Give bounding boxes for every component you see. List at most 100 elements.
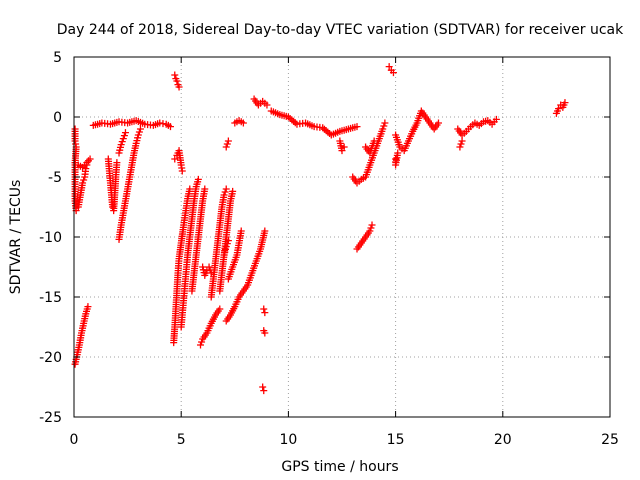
data-point [118, 138, 126, 146]
data-point [205, 263, 213, 271]
data-point [456, 143, 464, 151]
data-point [389, 69, 397, 77]
data-point [186, 185, 194, 193]
series-pass-s [222, 137, 232, 151]
series-pass-aa [336, 137, 348, 155]
y-tick-label: -15 [39, 290, 62, 306]
data-point [223, 140, 231, 148]
y-tick-label: 0 [53, 110, 62, 126]
series-pass-b [71, 155, 94, 171]
data-point [134, 131, 142, 139]
series-pass-u [231, 117, 247, 127]
data-point [261, 329, 269, 337]
data-point [224, 137, 232, 145]
data-point [171, 71, 179, 79]
x-axis-label: GPS time / hours [281, 459, 398, 475]
data-point [385, 63, 393, 71]
series-pass-e [104, 155, 121, 215]
data-point [79, 179, 87, 187]
x-tick-label: 25 [601, 432, 619, 448]
data-point [366, 227, 374, 235]
data-point [224, 237, 232, 245]
series-pass-ai [456, 137, 466, 151]
series-pass-g [115, 129, 129, 157]
data-point [121, 129, 129, 137]
series-pass-v [250, 95, 271, 109]
y-tick-label: -5 [48, 170, 62, 186]
data-point [381, 119, 389, 127]
y-tick-label: 5 [53, 50, 62, 66]
series-pass-ac [353, 221, 376, 253]
data-point [353, 123, 361, 131]
series-pass-k [177, 175, 202, 331]
series-pass-x [260, 327, 269, 337]
series-pass-ad [385, 63, 397, 77]
data-point [86, 155, 94, 163]
series-pass-z [267, 107, 361, 139]
data-point [367, 224, 375, 232]
data-point [368, 221, 376, 229]
series-pass-ag [392, 149, 402, 169]
series-pass-q [222, 227, 269, 325]
data-point [216, 305, 224, 313]
data-point [201, 185, 209, 193]
x-tick-label: 5 [177, 432, 186, 448]
data-marks [71, 63, 569, 395]
data-point [166, 123, 174, 131]
y-tick-label: -20 [39, 350, 62, 366]
series-pass-ah [454, 115, 500, 139]
x-tick-label: 20 [494, 432, 512, 448]
series-pass-l [188, 185, 209, 295]
y-axis-label: SDTVAR / TECUs [8, 180, 24, 295]
data-point [84, 303, 92, 311]
data-point [260, 305, 268, 313]
data-point [260, 387, 268, 395]
data-point [135, 128, 143, 136]
data-point [223, 240, 231, 248]
series-pass-d [89, 117, 174, 131]
data-point [220, 191, 228, 199]
data-point [261, 227, 269, 235]
series-pass-h [171, 71, 183, 91]
series-pass-w [260, 305, 269, 317]
data-point [340, 143, 348, 151]
data-point [458, 137, 466, 145]
data-point [117, 141, 125, 149]
data-point [379, 125, 387, 133]
data-point [82, 165, 90, 173]
data-point [175, 83, 183, 91]
data-point [380, 122, 388, 130]
data-point [261, 309, 269, 317]
y-tick-label: -25 [39, 410, 62, 426]
data-point [120, 132, 128, 140]
series-pass-j [170, 185, 194, 347]
series-pass-o [207, 185, 230, 301]
series-pass-r [224, 227, 245, 283]
data-point [229, 187, 237, 195]
grid-lines [74, 57, 610, 417]
tick-labels: 0 5 10 15 20 25 -25 -20 -15 -10 -5 0 5 [39, 50, 619, 448]
data-point [222, 185, 230, 193]
data-point [221, 188, 229, 196]
data-point [492, 115, 500, 123]
data-point [119, 135, 127, 143]
data-point [263, 101, 271, 109]
series-pass-aj [552, 99, 569, 117]
series-pass-c [71, 303, 92, 368]
data-point [239, 119, 247, 127]
data-point [434, 119, 442, 127]
axis-ticks [73, 56, 611, 418]
x-tick-label: 15 [387, 432, 405, 448]
x-tick-label: 10 [279, 432, 297, 448]
data-point [222, 143, 230, 151]
data-point [178, 167, 186, 175]
y-tick-label: -10 [39, 230, 62, 246]
data-point [259, 383, 267, 391]
data-point [109, 203, 117, 211]
series-pass-y [259, 383, 268, 395]
data-point [555, 105, 563, 113]
series-pass-m [196, 305, 224, 349]
series-pass-t [220, 237, 232, 259]
series-pass-i [171, 147, 186, 175]
chart-title: Day 244 of 2018, Sidereal Day-to-day VTE… [57, 22, 624, 38]
